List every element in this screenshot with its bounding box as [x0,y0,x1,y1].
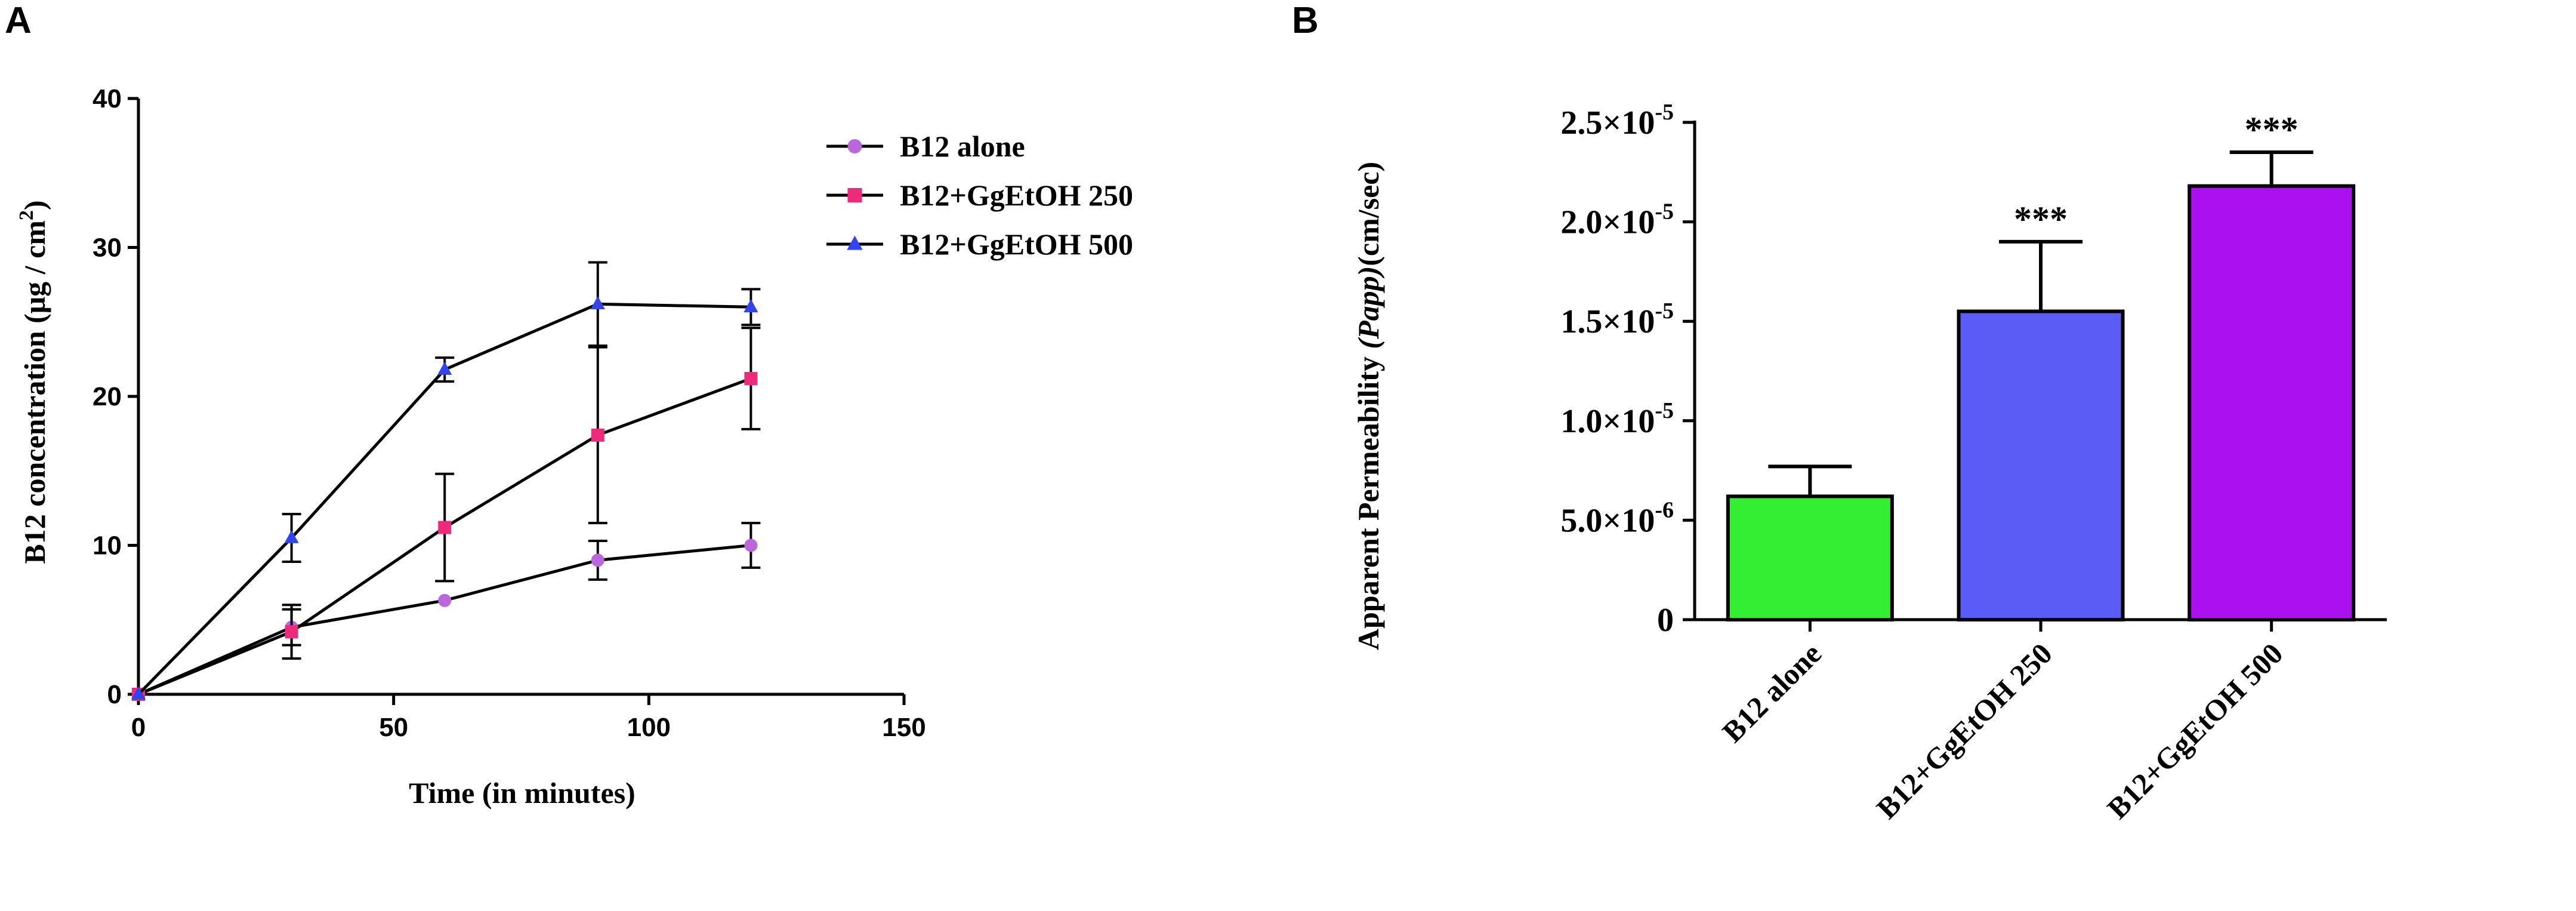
tick-mantissa: 5.0×10 [1560,502,1655,539]
series-b12-alone [132,522,761,701]
tick-exponent: -5 [1655,100,1674,125]
series-b12-ggetoh-250 [132,327,761,701]
panel-a-y-tick-label: 30 [92,233,122,263]
category-label: B12 alone [1716,636,1828,749]
panel-a-y-tick-label: 10 [92,531,122,561]
tick-mantissa: 1.5×10 [1560,303,1655,340]
panel-a: A 0 10 20 30 40 0 50 100 150 B12 alone B12+GgEtOH… [5,0,1133,810]
series-b12-ggetoh-500 [131,261,761,700]
panel-a-axes: 0 10 20 30 40 0 50 100 150 [92,84,926,742]
data-point [591,553,604,567]
panel-a-x-tick-label: 150 [882,713,925,742]
panel-a-x-tick-label: 100 [627,713,671,742]
panel-b-label: B [1292,0,1319,41]
panel-a-x-tick-label: 50 [379,713,408,742]
bar [1957,309,2125,621]
panel-b-bars: B12 alone *** B12+GgEtOH 250 *** B12+GgEtOH … [1716,110,2356,825]
tick-mantissa: 1.0×10 [1560,403,1655,440]
tick-exponent: -5 [1655,398,1674,423]
panel-b: B 05.0×10-61.0×10-51.5×10-52.0×10-52.5×1… [1292,0,2387,825]
tick-mantissa: 2.0×10 [1560,204,1655,241]
panel-a-y-tick-label: 0 [107,680,122,709]
legend-label: B12+GgEtOH 250 [900,178,1133,212]
panel-b-y-tick-label: 1.5×10-5 [1560,298,1674,340]
panel-b-y-tick-label: 1.0×10-5 [1560,398,1674,440]
bar-group-b12-ggetoh-500: *** B12+GgEtOH 500 [2100,110,2356,825]
data-point [284,530,299,543]
panel-a-x-tick-label: 0 [131,713,146,742]
tick-mantissa: 0 [1657,602,1674,639]
legend-label: B12 alone [900,130,1025,163]
data-point [131,686,146,700]
data-point [438,521,452,534]
significance-label: *** [2014,199,2068,239]
data-point [438,593,452,607]
panel-a-y-axis-title: B12 concentration (μg / cm2) [16,200,51,564]
data-point [744,372,758,386]
panel-a-legend: B12 alone B12+GgEtOH 250 B12+GgEtOH 500 [826,130,1133,261]
panel-b-y-tick-label: 2.5×10-5 [1560,100,1674,141]
data-point [744,299,758,313]
legend-marker [847,188,862,202]
data-point [590,296,605,310]
category-label: B12+GgEtOH 500 [2100,636,2289,825]
data-point [285,625,298,639]
bar-group-b12-alone: B12 alone [1716,464,1894,749]
data-point [437,361,452,375]
panel-a-y-tick-label: 20 [92,382,122,411]
panel-b-y-tick-label: 2.0×10-5 [1560,199,1674,241]
category-label: B12+GgEtOH 250 [1870,636,2059,825]
bar [2188,184,2356,621]
tick-mantissa: 2.5×10 [1560,104,1655,141]
tick-exponent: -5 [1655,199,1674,224]
panel-a-label: A [5,0,32,41]
panel-a-y-tick-label: 40 [92,84,122,113]
legend-label: B12+GgEtOH 500 [900,227,1133,261]
panel-a-series [131,261,761,701]
panel-b-axes: 05.0×10-61.0×10-51.5×10-52.0×10-52.5×10-… [1560,100,2387,639]
legend-marker [847,235,863,250]
significance-label: *** [2245,110,2299,149]
tick-exponent: -6 [1655,497,1674,522]
panel-b-y-tick-label: 5.0×10-6 [1560,497,1674,539]
panel-b-y-axis-title: Apparent Permeability (Papp)(cm/sec) [1352,162,1385,650]
bar-group-b12-ggetoh-250: *** B12+GgEtOH 250 [1870,199,2125,825]
panel-a-x-axis-title: Time (in minutes) [409,776,635,810]
data-point [591,428,604,442]
bar [1726,494,1894,622]
panel-b-y-tick-label: 0 [1657,602,1674,639]
data-point [744,538,758,552]
legend-marker [847,139,862,153]
tick-exponent: -5 [1655,298,1674,324]
